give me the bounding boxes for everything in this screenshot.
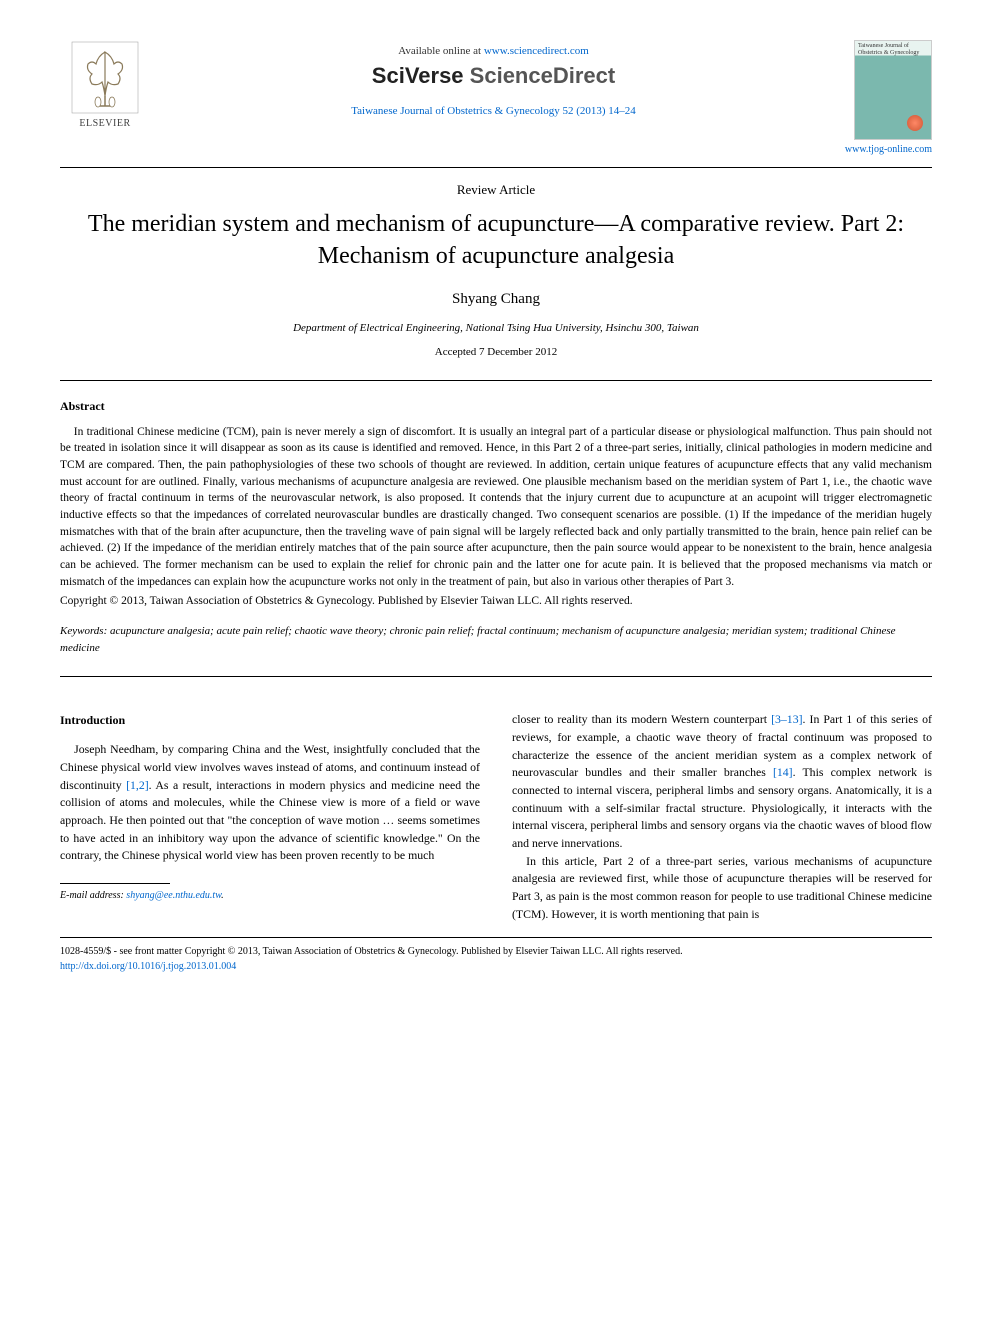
accepted-date: Accepted 7 December 2012 xyxy=(60,346,932,358)
keywords-label: Keywords: xyxy=(60,625,107,637)
footnote-separator xyxy=(60,883,170,884)
keywords: Keywords: acupuncture analgesia; acute p… xyxy=(60,623,932,656)
column-left: Introduction Joseph Needham, by comparin… xyxy=(60,711,480,923)
journal-citation[interactable]: Taiwanese Journal of Obstetrics & Gyneco… xyxy=(150,105,837,117)
intro-paragraph-1-cont: closer to reality than its modern Wester… xyxy=(512,711,932,853)
cover-emblem-icon xyxy=(907,115,923,131)
abstract-top-rule xyxy=(60,380,932,381)
page-header: ELSEVIER Available online at www.science… xyxy=(60,40,932,155)
body-columns: Introduction Joseph Needham, by comparin… xyxy=(60,711,932,923)
intro-text-2a: closer to reality than its modern Wester… xyxy=(512,712,771,726)
abstract-text: In traditional Chinese medicine (TCM), p… xyxy=(60,424,932,591)
email-suffix: . xyxy=(221,890,224,901)
available-online-text: Available online at www.sciencedirect.co… xyxy=(150,45,837,57)
doi-link[interactable]: http://dx.doi.org/10.1016/j.tjog.2013.01… xyxy=(60,959,932,974)
email-footnote: E-mail address: shyang@ee.nthu.edu.tw. xyxy=(60,888,480,903)
sciverse-logo: SciVerse ScienceDirect xyxy=(150,63,837,89)
column-right: closer to reality than its modern Wester… xyxy=(512,711,932,923)
tjog-online-link[interactable]: www.tjog-online.com xyxy=(845,144,932,155)
footer-separator xyxy=(60,937,932,938)
elsevier-label: ELSEVIER xyxy=(79,118,130,129)
available-prefix: Available online at xyxy=(398,45,484,57)
journal-cover-thumbnail: Taiwanese Journal of Obstetrics & Gyneco… xyxy=(854,40,932,140)
sciencedirect-text: ScienceDirect xyxy=(470,63,616,88)
footer-copyright: 1028-4559/$ - see front matter Copyright… xyxy=(60,944,932,959)
article-title: The meridian system and mechanism of acu… xyxy=(80,208,912,273)
publisher-logo-block: ELSEVIER xyxy=(60,40,150,129)
article-type: Review Article xyxy=(60,182,932,198)
author-name: Shyang Chang xyxy=(60,291,932,308)
page-footer: 1028-4559/$ - see front matter Copyright… xyxy=(60,944,932,974)
cover-title: Taiwanese Journal of Obstetrics & Gyneco… xyxy=(855,41,931,58)
introduction-heading: Introduction xyxy=(60,711,480,729)
header-right: Taiwanese Journal of Obstetrics & Gyneco… xyxy=(837,40,932,155)
ref-link-14[interactable]: [14] xyxy=(773,765,793,779)
header-center: Available online at www.sciencedirect.co… xyxy=(150,40,837,117)
sciverse-text: SciVerse xyxy=(372,63,470,88)
keywords-text: acupuncture analgesia; acute pain relief… xyxy=(60,625,896,654)
header-divider xyxy=(60,167,932,168)
abstract-heading: Abstract xyxy=(60,399,932,414)
intro-paragraph-1: Joseph Needham, by comparing China and t… xyxy=(60,741,480,865)
ref-link-1-2[interactable]: [1,2] xyxy=(126,778,149,792)
elsevier-tree-icon xyxy=(70,40,140,115)
sciencedirect-link[interactable]: www.sciencedirect.com xyxy=(484,45,589,57)
abstract-section: Abstract In traditional Chinese medicine… xyxy=(60,399,932,656)
email-label: E-mail address: xyxy=(60,890,124,901)
author-affiliation: Department of Electrical Engineering, Na… xyxy=(60,322,932,334)
abstract-copyright: Copyright © 2013, Taiwan Association of … xyxy=(60,593,932,610)
intro-paragraph-2: In this article, Part 2 of a three-part … xyxy=(512,853,932,924)
abstract-bottom-rule xyxy=(60,676,932,677)
ref-link-3-13[interactable]: [3–13] xyxy=(771,712,802,726)
author-email-link[interactable]: shyang@ee.nthu.edu.tw xyxy=(124,890,221,901)
